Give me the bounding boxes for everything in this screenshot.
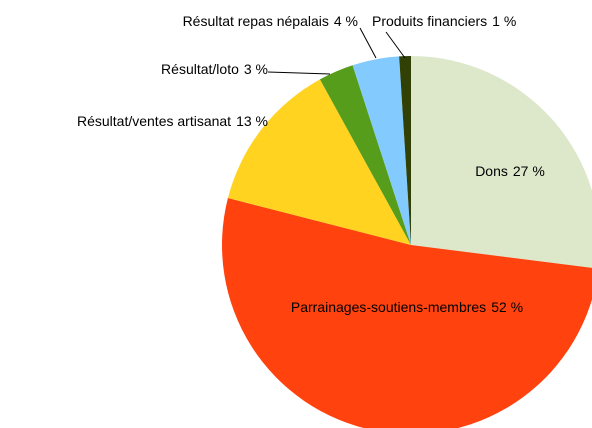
pie-slice [319, 65, 411, 245]
slice-value: 13 % [236, 113, 268, 129]
slice-value: 52 % [491, 299, 523, 315]
slice-label: Parrainages-soutiens-membres 52 % [291, 299, 523, 315]
leader-line [359, 27, 377, 59]
slice-category: Résultat repas népalais [183, 13, 329, 29]
pie-slice [399, 56, 411, 245]
slice-value: 1 % [492, 13, 516, 29]
pie-slice [227, 79, 411, 245]
leader-line [385, 31, 406, 59]
pie-slice [222, 197, 592, 428]
slice-category: Dons [475, 163, 508, 179]
slice-value: 27 % [513, 163, 545, 179]
slice-label: Produits financiers 1 % [372, 13, 516, 29]
slice-label: Dons 27 % [475, 163, 545, 179]
slice-category: Produits financiers [372, 13, 487, 29]
slice-value: 3 % [244, 61, 268, 77]
pie-slice [411, 56, 592, 268]
leader-line [267, 71, 331, 75]
slice-label: Résultat/ventes artisanat 13 % [77, 113, 268, 129]
slice-label: Résultat/loto 3 % [161, 61, 268, 77]
pie-slice [352, 56, 411, 245]
slice-label: Résultat repas népalais 4 % [183, 13, 358, 29]
slice-category: Parrainages-soutiens-membres [291, 299, 486, 315]
slice-value: 4 % [334, 13, 358, 29]
slice-category: Résultat/ventes artisanat [77, 113, 231, 129]
slice-category: Résultat/loto [161, 61, 239, 77]
